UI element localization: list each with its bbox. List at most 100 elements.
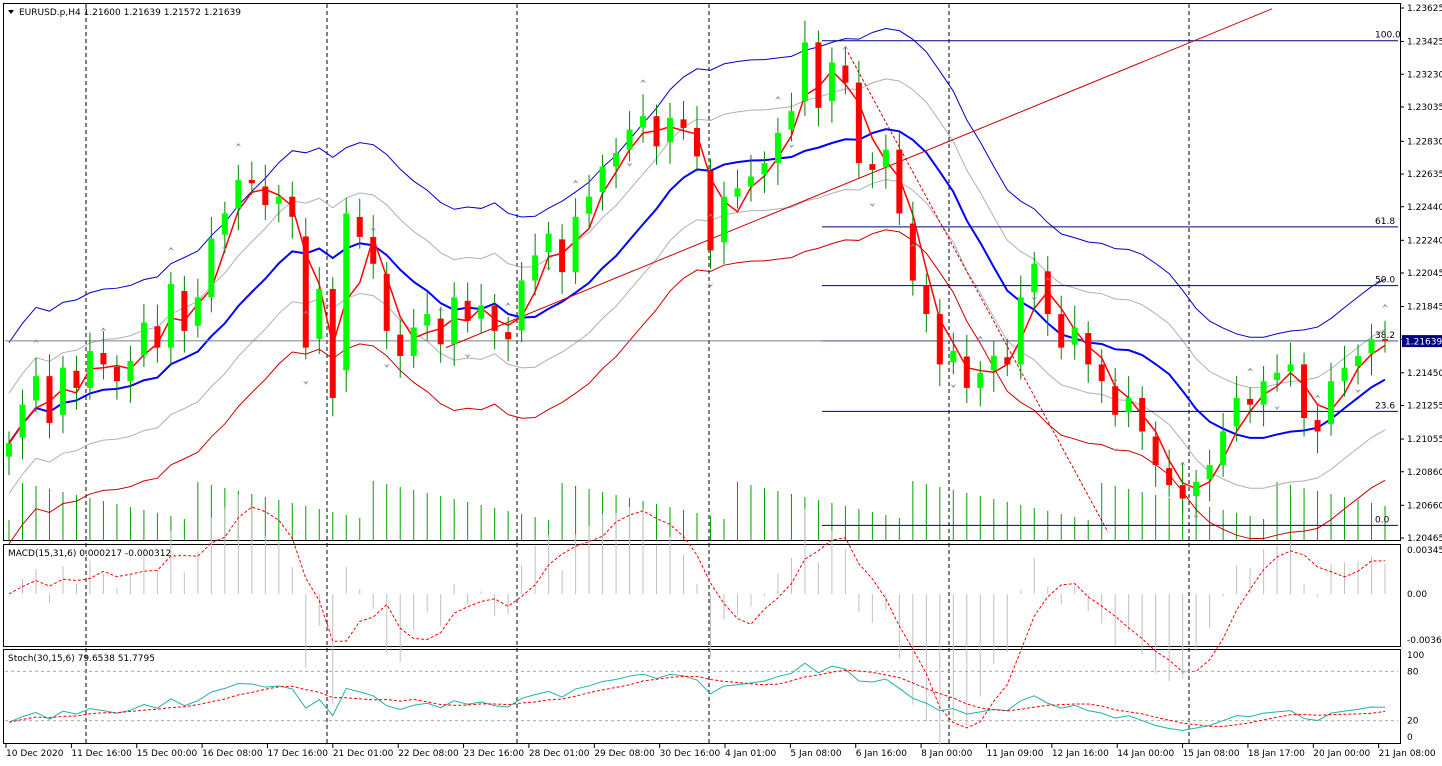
candle-body: [1301, 364, 1308, 419]
fractal-up-marker: [32, 339, 39, 344]
candle-body: [100, 353, 107, 365]
candle-body: [478, 305, 485, 319]
time-tick-label: 5 Jan 08:00: [790, 749, 842, 759]
candle-body: [356, 216, 363, 237]
candle-body: [127, 361, 134, 382]
fractal-down-marker: [707, 283, 714, 288]
fractal-down-marker: [545, 266, 552, 271]
candle-body: [235, 179, 242, 209]
candle-body: [842, 65, 849, 83]
main-header: EURUSD.p,H4 1.21600 1.21639 1.21572 1.21…: [8, 8, 241, 18]
indicator-axes: 0.003455 0.00 -0.00362 100 80 20 0: [1407, 546, 1442, 743]
candle-body: [46, 376, 53, 424]
fractal-up-marker: [977, 335, 984, 340]
price-tick-label: 1.23230: [1407, 70, 1442, 80]
bollinger-upper-line: [8, 28, 1386, 343]
candle-body: [640, 116, 647, 128]
moving-average-slow-line: [8, 128, 1386, 444]
candle-body: [1193, 481, 1200, 497]
time-tick-label: 30 Dec 16:00: [660, 749, 721, 759]
stoch-level-label: 20: [1407, 717, 1419, 727]
time-tick-label: 22 Dec 08:00: [398, 749, 459, 759]
candle-body: [1341, 367, 1348, 382]
dropdown-triangle-icon[interactable]: [8, 10, 14, 14]
current-price-label: 1.21639: [1405, 338, 1442, 348]
candles: [6, 20, 1388, 515]
fib-level-label: 61.8: [1375, 217, 1395, 227]
candle-body: [181, 290, 188, 331]
fib-level-label: 0.0: [1375, 515, 1390, 525]
trendline-up: [445, 8, 1273, 349]
candle-body: [464, 300, 471, 321]
time-tick-label: 16 Dec 08:00: [202, 749, 263, 759]
time-tick-label: 15 Dec 00:00: [137, 749, 198, 759]
candle-body: [869, 164, 876, 170]
candle-body: [599, 166, 606, 193]
time-tick-label: 20 Jan 00:00: [1313, 749, 1370, 759]
fractal-up-marker: [774, 96, 781, 101]
candle-body: [532, 255, 539, 281]
stoch-panel-frame: [3, 649, 1401, 744]
candle-body: [720, 196, 727, 243]
candle-body: [154, 326, 161, 348]
fractal-down-marker: [140, 355, 147, 360]
candle-body: [113, 366, 120, 382]
fractal-down-marker: [950, 383, 957, 388]
candle-body: [424, 314, 431, 326]
stoch-level-label: 80: [1407, 667, 1419, 677]
fractal-up-marker: [842, 45, 849, 50]
price-tick-label: 1.23625: [1407, 4, 1442, 14]
candle-body: [1328, 381, 1335, 424]
candle-body: [370, 236, 377, 264]
candle-body: [73, 370, 80, 388]
price-tick-label: 1.22830: [1407, 137, 1442, 147]
candle-body: [194, 297, 201, 326]
candle-body: [747, 176, 754, 187]
candle-body: [1274, 372, 1281, 380]
candle-body: [963, 356, 970, 388]
fractal-up-marker: [235, 143, 242, 148]
macd-series: [8, 494, 1386, 746]
candle-body: [248, 179, 255, 184]
time-tick-label: 11 Dec 16:00: [71, 749, 132, 759]
main-header-text: EURUSD.p,H4 1.21600 1.21639 1.21572 1.21…: [19, 8, 241, 18]
fractal-down-marker: [221, 246, 228, 251]
candle-body: [586, 196, 593, 214]
envelope-lower-line: [8, 178, 1386, 494]
candle-body: [572, 216, 579, 273]
fractal-up-marker: [1314, 394, 1321, 399]
candle-body: [451, 297, 458, 345]
time-tick-label: 11 Jan 09:00: [986, 749, 1043, 759]
price-tick-label: 1.23035: [1407, 103, 1442, 113]
candle-body: [653, 116, 660, 147]
candle-body: [626, 129, 633, 150]
price-axis: 1.23625 1.23425 1.23230 1.23035 1.22830 1.226…: [1400, 4, 1442, 544]
fractal-up-marker: [505, 302, 512, 307]
price-tick-label: 1.20860: [1407, 468, 1442, 478]
candle-body: [19, 404, 26, 438]
candle-body: [815, 42, 822, 108]
price-tick-label: 1.21845: [1407, 303, 1442, 313]
fractal-up-marker: [100, 327, 107, 332]
candle-body: [1287, 364, 1294, 372]
macd-level-label: -0.00362: [1407, 636, 1442, 646]
candle-body: [221, 213, 228, 235]
macd-header-text: MACD(15,31,6) 0.000217 -0.000312: [8, 549, 171, 559]
candle-body: [1139, 397, 1146, 432]
time-tick-label: 21 Jan 08:00: [1379, 749, 1436, 759]
stoch-level-label: 0: [1407, 733, 1413, 743]
fractal-up-marker: [1044, 277, 1051, 282]
fractal-down-marker: [59, 400, 66, 405]
candle-body: [909, 223, 916, 281]
candle-body: [275, 196, 282, 204]
candle-body: [990, 356, 997, 371]
price-tick-label: 1.21255: [1407, 402, 1442, 412]
fractal-up-marker: [302, 310, 309, 315]
candle-body: [923, 285, 930, 315]
fractal-down-marker: [869, 202, 876, 207]
candle-body: [491, 305, 498, 331]
fractal-down-marker: [626, 162, 633, 167]
fractal-down-marker: [788, 144, 795, 149]
fib-level-label: 100.0: [1375, 31, 1401, 41]
